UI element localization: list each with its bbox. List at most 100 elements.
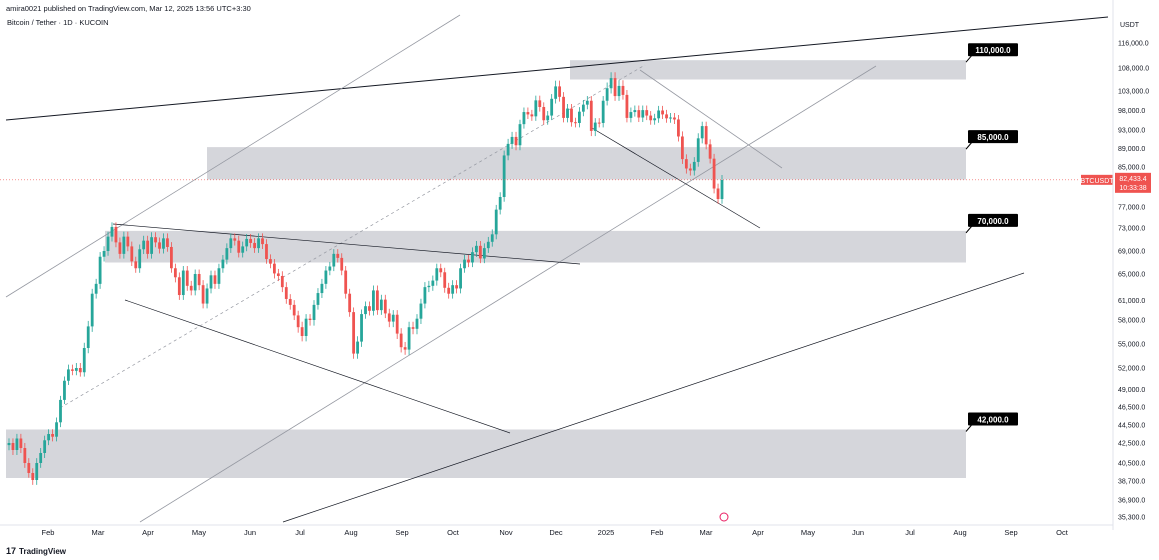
candle-body (435, 268, 439, 281)
last-price-tag (1115, 172, 1151, 193)
candle-body (336, 253, 340, 258)
price-tick: 85,000.0 (1118, 165, 1145, 172)
candle-body (475, 245, 478, 253)
candle-body (403, 347, 407, 350)
candle-body (423, 287, 427, 304)
candle-body (245, 238, 249, 247)
candle-body (154, 237, 157, 243)
candle-body (653, 118, 657, 121)
price-tick: 55,000.0 (1118, 342, 1145, 349)
candle-body (467, 259, 470, 263)
last-price-countdown: 10:33:38 (1119, 185, 1146, 192)
candle-body (35, 463, 39, 480)
candle-body (510, 136, 514, 144)
candle-body (538, 100, 542, 107)
price-tick: 77,000.0 (1118, 205, 1145, 212)
price-tick: 40,500.0 (1118, 461, 1145, 468)
candle-body (566, 108, 569, 118)
candle-body (90, 293, 94, 327)
candle-body (463, 259, 466, 269)
candle-body (589, 100, 593, 131)
price-tick: 103,000.0 (1118, 89, 1149, 96)
time-tick: Mar (92, 528, 105, 537)
candle-body (570, 108, 573, 123)
candle-body (15, 438, 19, 450)
candle-body (530, 114, 534, 117)
candle-body (625, 94, 629, 118)
candle-body (645, 110, 649, 116)
time-tick: Jul (905, 528, 915, 537)
candle-body (649, 115, 653, 121)
time-tick: Dec (549, 528, 563, 537)
candle-body (39, 453, 43, 463)
candle-body (593, 122, 597, 131)
candle-body (225, 248, 229, 260)
time-tick: Jul (295, 528, 305, 537)
candle-body (609, 78, 613, 89)
candle-body (641, 110, 645, 118)
zone-rect (570, 60, 966, 80)
candle-body (379, 299, 383, 311)
candle-body (47, 434, 51, 441)
tradingview-logo[interactable]: 17 TradingView (6, 546, 66, 556)
candle-body (451, 285, 455, 294)
candle-body (522, 112, 526, 125)
price-tick: 44,500.0 (1118, 423, 1145, 430)
candle-body (688, 168, 692, 171)
candle-body (375, 290, 379, 311)
candle-body (209, 275, 213, 289)
candle-body (716, 188, 720, 199)
candle-body (280, 275, 284, 288)
candle-body (213, 275, 217, 284)
candle-body (581, 104, 585, 112)
price-tick: 69,000.0 (1118, 249, 1145, 256)
candle-body (308, 318, 312, 320)
candle-body (478, 245, 482, 259)
price-tick: 93,000.0 (1118, 128, 1145, 135)
time-tick: May (192, 528, 206, 537)
price-tick: 116,000.0 (1118, 41, 1149, 48)
candle-body (387, 313, 391, 322)
candle-body (348, 293, 352, 313)
candle-body (613, 78, 617, 97)
price-tick: 58,000.0 (1118, 318, 1145, 325)
price-tick: 36,900.0 (1118, 498, 1145, 505)
last-price-value: 82,433.4 (1119, 176, 1146, 183)
candle-body (27, 463, 31, 473)
candle-body (284, 287, 288, 299)
candle-body (704, 126, 708, 145)
candle-body (122, 236, 126, 254)
candle-body (601, 100, 605, 123)
time-tick: Oct (1056, 528, 1069, 537)
price-tick: 89,000.0 (1118, 146, 1145, 153)
candle-body (221, 259, 225, 269)
candle-body (534, 100, 538, 117)
candle-body (233, 238, 237, 241)
candle-body (142, 240, 146, 250)
candle-body (431, 280, 435, 286)
candle-body (629, 112, 633, 118)
candle-body (130, 246, 134, 262)
time-tick: Jun (852, 528, 864, 537)
candle-body (399, 333, 403, 348)
time-tick: Oct (447, 528, 460, 537)
candle-body (257, 238, 260, 249)
event-marker-icon (719, 512, 729, 522)
candle-body (332, 253, 336, 267)
candle-body (455, 285, 459, 289)
candle-body (162, 238, 165, 249)
candle-body (546, 115, 550, 121)
candle-body (316, 293, 320, 305)
zone-label-pointer (965, 54, 973, 63)
candle-body (185, 270, 189, 286)
time-tick: Nov (499, 528, 513, 537)
time-axis: Feb Mar Apr May Jun Jul Aug Sep Oct Nov Dec 2025 Feb… (0, 512, 1113, 537)
time-tick: Aug (344, 528, 357, 537)
candle-body (494, 209, 498, 235)
candle-body (486, 241, 490, 249)
trend-line (5, 16, 1109, 121)
price-tick: 73,000.0 (1118, 226, 1145, 233)
candle-body (229, 238, 233, 249)
candle-body (368, 306, 371, 311)
